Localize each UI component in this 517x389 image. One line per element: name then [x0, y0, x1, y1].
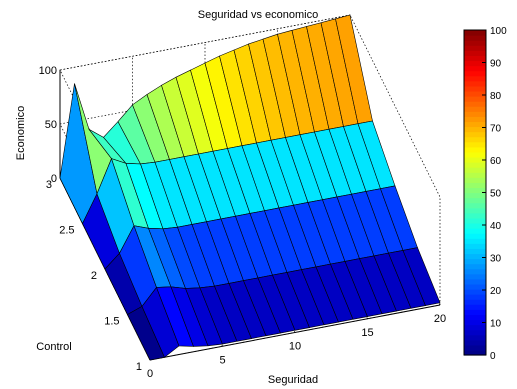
colorbar-swatch: [464, 177, 486, 183]
z-tick-label: 0: [51, 173, 57, 185]
colorbar-swatch: [464, 85, 486, 92]
colorbar-swatch: [464, 299, 486, 305]
colorbar-swatch: [464, 248, 486, 255]
colorbar-tick-label: 30: [490, 254, 502, 265]
colorbar-swatch: [464, 329, 486, 336]
colorbar-swatch: [464, 324, 486, 331]
colorbar-swatch: [464, 60, 486, 67]
x-axis-line: [149, 304, 441, 361]
colorbar-swatch: [464, 334, 486, 341]
colorbar-swatch: [464, 136, 486, 143]
colorbar-swatch: [464, 65, 486, 72]
colorbar-swatch: [464, 75, 486, 82]
colorbar-swatch: [464, 126, 486, 133]
colorbar-swatch: [464, 319, 486, 326]
colorbar-tick-label: 50: [490, 189, 502, 200]
colorbar-swatch: [464, 202, 486, 209]
y-tick-label: 2: [91, 270, 97, 282]
z-tick-label: 100: [39, 65, 57, 77]
colorbar-swatch: [464, 309, 486, 315]
colorbar-swatch: [464, 70, 486, 77]
colorbar-tick-label: 80: [490, 91, 502, 102]
colorbar-swatch: [464, 121, 486, 128]
colorbar-swatch: [464, 45, 486, 51]
colorbar-swatch: [464, 55, 486, 62]
colorbar-swatch: [464, 162, 486, 168]
colorbar-swatch: [464, 30, 486, 36]
colorbar-swatch: [464, 50, 486, 56]
colorbar-swatch: [464, 101, 486, 107]
x-tick-label: 15: [361, 327, 373, 339]
x-axis-label: Seguridad: [268, 374, 318, 386]
chart-title: Seguridad vs economico: [198, 9, 318, 21]
colorbar-swatch: [464, 243, 486, 249]
colorbar-swatch: [464, 233, 486, 239]
colorbar-swatch: [464, 96, 486, 102]
colorbar-swatch: [464, 116, 486, 123]
colorbar-swatch: [464, 263, 486, 270]
y-tick-label: 3: [46, 179, 52, 191]
surface-patch: [402, 247, 441, 306]
colorbar-swatch: [464, 106, 486, 112]
colorbar-swatch: [464, 314, 486, 321]
colorbar-swatch: [464, 167, 486, 173]
colorbar-swatch: [464, 182, 486, 189]
colorbar-swatch: [464, 141, 486, 148]
colorbar-swatch: [464, 35, 486, 41]
colorbar-swatch: [464, 294, 486, 300]
z-tick-label: 50: [45, 119, 57, 131]
x-tick-label: 0: [147, 368, 153, 380]
colorbar-swatch: [464, 146, 486, 153]
colorbar-tick-label: 90: [490, 59, 502, 70]
colorbar-tick-label: 60: [490, 156, 502, 167]
colorbar-tick-label: 100: [490, 26, 507, 37]
colorbar-swatch: [464, 228, 486, 234]
surface-plot: [59, 14, 441, 361]
z-axis-label: Economico: [15, 106, 27, 160]
right-wall: [349, 14, 441, 305]
colorbar-tick-label: 20: [490, 286, 502, 297]
colorbar-swatch: [464, 187, 486, 194]
colorbar-swatch: [464, 344, 486, 351]
colorbar-swatch: [464, 212, 486, 219]
colorbar-swatch: [464, 288, 486, 295]
colorbar-swatch: [464, 192, 486, 199]
colorbar-swatch: [464, 253, 486, 260]
colorbar-swatch: [464, 197, 486, 204]
colorbar: 0 10 20 30 40 50 60 70 80 90 100: [463, 26, 507, 362]
x-tick-label: 5: [219, 354, 225, 366]
colorbar-tick-label: 10: [490, 319, 502, 330]
colorbar-swatch: [464, 283, 486, 290]
colorbar-swatch: [464, 278, 486, 285]
y-tick-label: 2.5: [59, 225, 74, 237]
colorbar-swatch: [464, 258, 486, 265]
colorbar-swatch: [464, 268, 486, 275]
colorbar-swatch: [464, 238, 486, 244]
colorbar-swatch: [464, 131, 486, 138]
y-tick-label: 1: [136, 361, 142, 373]
colorbar-swatch: [464, 222, 486, 229]
colorbar-swatch: [464, 172, 486, 178]
colorbar-swatch: [464, 40, 486, 46]
colorbar-swatch: [464, 151, 486, 158]
colorbar-swatch: [464, 156, 486, 163]
y-axis-label: Control: [36, 341, 71, 353]
x-tick-label: 20: [434, 313, 446, 325]
colorbar-swatch: [464, 80, 486, 87]
colorbar-swatch: [464, 339, 486, 346]
colorbar-swatch: [464, 111, 486, 117]
colorbar-tick-label: 40: [490, 221, 502, 232]
colorbar-swatch: [464, 90, 486, 97]
colorbar-tick-label: 70: [490, 124, 502, 135]
colorbar-swatch: [464, 207, 486, 214]
y-tick-label: 1.5: [104, 316, 119, 328]
colorbar-tick-label: 0: [490, 351, 496, 362]
colorbar-swatch: [464, 349, 486, 356]
colorbar-swatch: [464, 273, 486, 280]
colorbar-swatch: [464, 304, 486, 310]
colorbar-swatch: [464, 217, 486, 224]
x-tick-label: 10: [289, 341, 301, 353]
